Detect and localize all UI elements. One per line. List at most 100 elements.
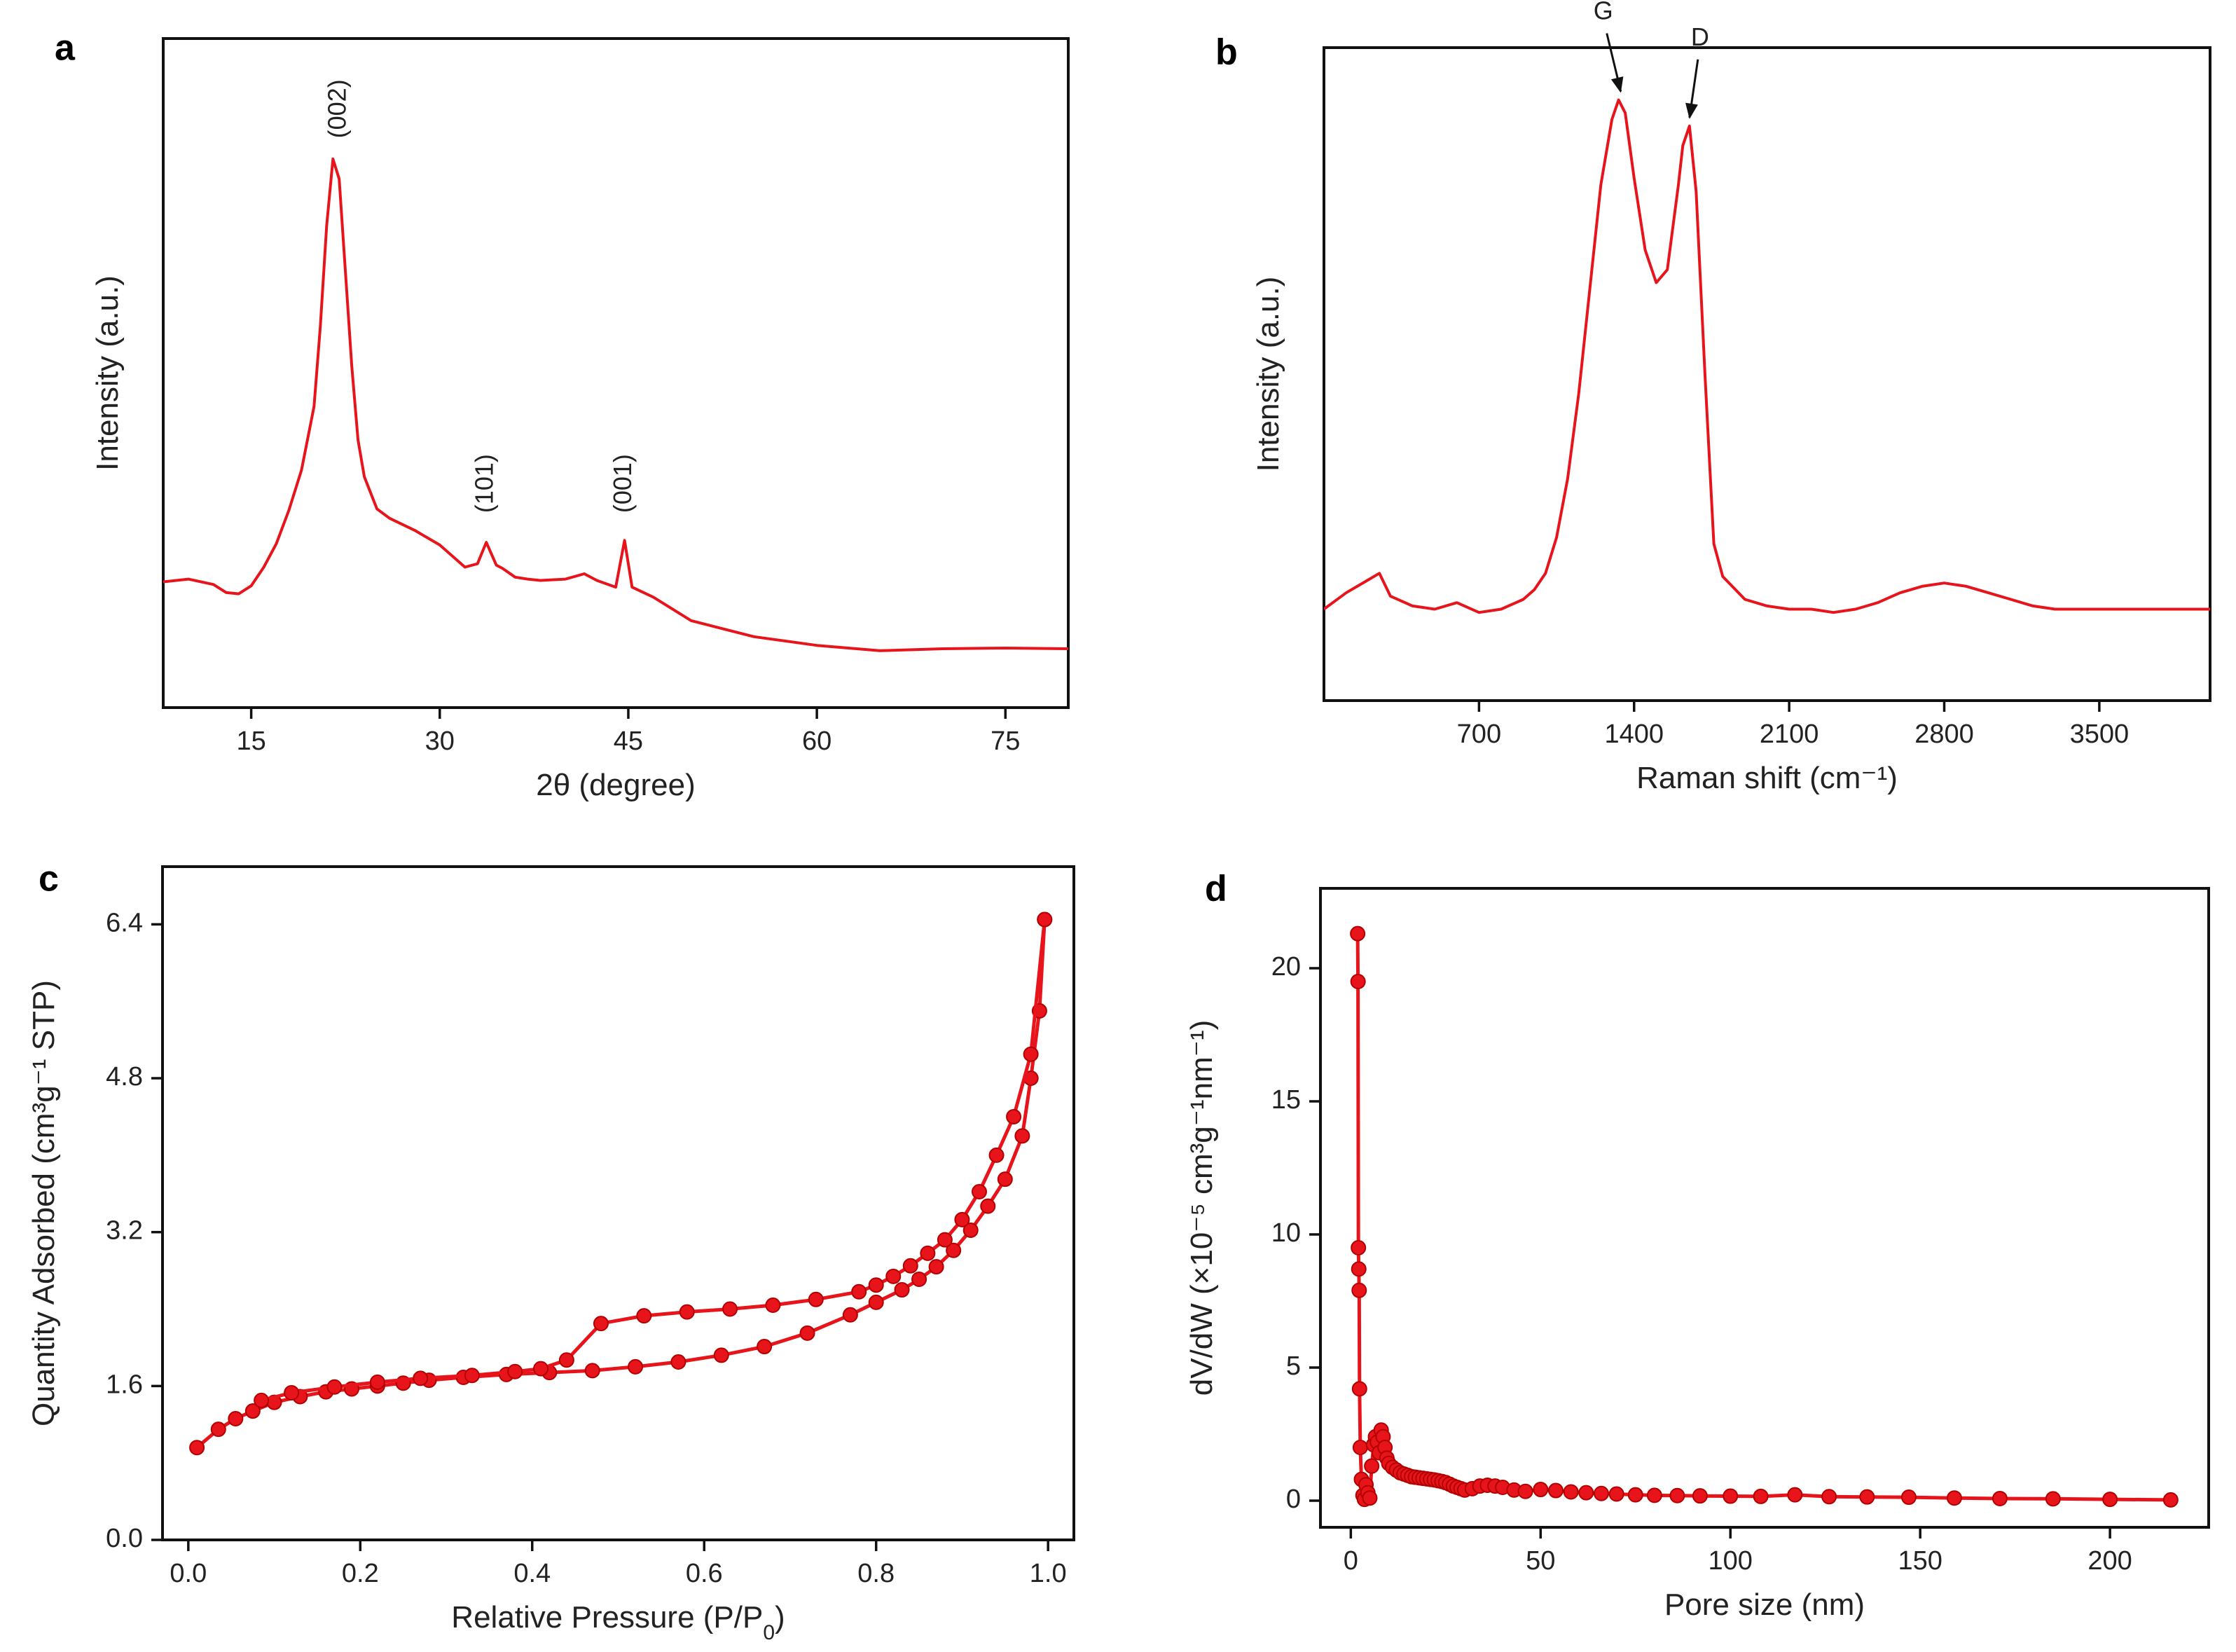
panel-label: c xyxy=(39,859,59,900)
data-point xyxy=(210,1422,226,1438)
x-tick-label: 0 xyxy=(1344,1546,1358,1576)
data-point xyxy=(1992,1490,2008,1506)
data-point xyxy=(1351,1381,1367,1397)
data-point xyxy=(326,1379,343,1395)
x-axis-label-subscript: 0 xyxy=(763,1621,775,1644)
data-point xyxy=(1627,1487,1643,1503)
y-tick-label: 15 xyxy=(1271,1085,1301,1115)
data-point xyxy=(1723,1488,1739,1504)
data-point xyxy=(851,1283,867,1300)
data-point xyxy=(1362,1490,1378,1506)
y-tick-label: 0 xyxy=(1286,1485,1301,1514)
data-point xyxy=(2162,1492,2179,1508)
data-point xyxy=(1351,1282,1367,1298)
x-tick-label: 1.0 xyxy=(1030,1559,1067,1588)
panel-a: a 15 30 45 60 75 2θ (degree) Intensity (a.u.) (0… xyxy=(55,28,1070,802)
x-tick-label: 700 xyxy=(1457,720,1501,749)
data-point xyxy=(1608,1486,1624,1502)
plot-frame xyxy=(161,865,1075,1541)
annotation-arrow-head xyxy=(1685,102,1698,119)
data-point xyxy=(2102,1492,2118,1508)
y-tick-label: 20 xyxy=(1271,952,1301,982)
data-point xyxy=(1646,1487,1662,1503)
data-point xyxy=(757,1339,773,1355)
x-tick-label: 150 xyxy=(1898,1546,1942,1576)
x-tick-label: 45 xyxy=(614,727,643,756)
data-point xyxy=(1006,1108,1022,1124)
x-axis-label: 2θ (degree) xyxy=(536,768,695,802)
data-point xyxy=(228,1411,244,1427)
y-axis-label: Intensity (a.u.) xyxy=(1251,277,1285,472)
data-point xyxy=(1669,1487,1685,1503)
data-point xyxy=(584,1363,600,1379)
data-point xyxy=(593,1316,609,1332)
data-point xyxy=(254,1392,270,1408)
data-point xyxy=(713,1347,729,1363)
series-line xyxy=(163,157,1068,652)
y-tick-label: 0.0 xyxy=(106,1524,143,1553)
series-desorption xyxy=(254,911,1053,1408)
x-tick-label: 15 xyxy=(236,727,265,756)
data-point xyxy=(1533,1482,1549,1498)
data-point xyxy=(1946,1490,1962,1506)
data-point xyxy=(2045,1491,2061,1507)
y-axis-label: Quantity Adsorbed (cm³g⁻¹ STP) xyxy=(27,980,61,1426)
x-tick-label: 0.0 xyxy=(170,1559,207,1588)
x-tick-label: 0.8 xyxy=(857,1559,895,1588)
data-point xyxy=(722,1301,738,1317)
data-point xyxy=(628,1358,644,1375)
data-point xyxy=(997,1171,1013,1188)
data-point xyxy=(1364,1458,1380,1474)
x-tick-label: 200 xyxy=(2087,1546,2132,1576)
x-axis-label-close: ) xyxy=(775,1600,785,1634)
data-point xyxy=(937,1232,953,1248)
data-point xyxy=(369,1374,385,1390)
data-point xyxy=(842,1307,858,1323)
data-point xyxy=(189,1440,205,1456)
data-point xyxy=(558,1352,574,1368)
data-point xyxy=(1350,974,1366,989)
data-point xyxy=(894,1282,910,1298)
data-point xyxy=(885,1268,902,1284)
x-tick-label: 0.4 xyxy=(513,1559,551,1588)
series xyxy=(163,157,1068,652)
x-axis-label: Pore size (nm) xyxy=(1664,1588,1865,1622)
x-tick-label: 0.6 xyxy=(686,1559,723,1588)
y-tick-label: 6.4 xyxy=(106,908,143,937)
panel-d: d 0 50 100 150 200 0 5 10 15 20 Pore size (nm) dV/dW… xyxy=(1185,869,2210,1622)
data-point xyxy=(765,1297,781,1314)
x-tick-label: 100 xyxy=(1709,1546,1753,1576)
x-tick-label: 2800 xyxy=(1914,720,1974,749)
y-tick-label: 1.6 xyxy=(106,1370,143,1399)
plot-frame xyxy=(1319,887,2210,1529)
series xyxy=(1350,925,2179,1508)
x-tick-label: 75 xyxy=(991,727,1020,756)
data-point xyxy=(954,1211,970,1227)
data-point xyxy=(636,1308,652,1324)
data-point xyxy=(1900,1489,1917,1506)
x-tick-label: 3500 xyxy=(2070,720,2130,749)
data-point xyxy=(507,1363,523,1379)
data-point xyxy=(1351,1240,1367,1255)
data-point xyxy=(1547,1482,1564,1499)
x-tick-label: 0.2 xyxy=(342,1559,379,1588)
data-point xyxy=(980,1198,996,1214)
panel-b: b 700 1400 2100 2800 3500 Raman shift (cm⁻¹) In… xyxy=(1215,0,2211,795)
data-point xyxy=(1563,1484,1579,1500)
data-point xyxy=(1023,1046,1039,1062)
data-point xyxy=(868,1277,884,1293)
data-point xyxy=(1517,1483,1533,1499)
data-point xyxy=(902,1258,918,1274)
peak-annotation: (101) xyxy=(470,454,499,513)
peak-annotation: (002) xyxy=(323,79,352,138)
data-point xyxy=(1352,1440,1368,1455)
y-axis-label: Intensity (a.u.) xyxy=(90,275,125,471)
x-tick-label: 60 xyxy=(802,727,831,756)
plot-frame xyxy=(1323,46,2211,702)
data-point xyxy=(464,1368,480,1384)
y-tick-label: 5 xyxy=(1286,1351,1301,1381)
data-point xyxy=(1037,911,1053,928)
data-point xyxy=(1859,1489,1875,1505)
plot-frame xyxy=(162,37,1070,709)
